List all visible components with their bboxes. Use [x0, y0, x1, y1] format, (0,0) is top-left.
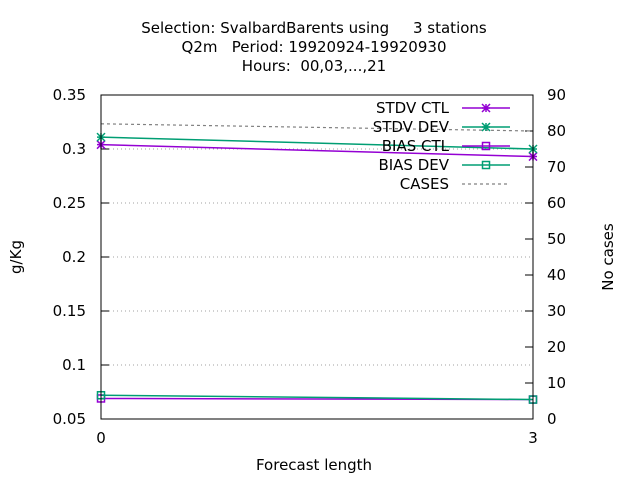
data-point	[481, 160, 491, 170]
legend-label: CASES	[400, 175, 449, 193]
legend-label: STDV CTL	[376, 99, 450, 117]
series-bias-dev	[96, 390, 538, 404]
y2-tick-label: 40	[547, 266, 566, 284]
title-line: Selection: SvalbardBarents using 3 stati…	[141, 19, 487, 37]
y-tick-label: 0.2	[62, 248, 86, 266]
series-line	[100, 136, 534, 150]
y2-axis-ticks: 0 10 20 30 40 50 60 70 80 90	[525, 86, 566, 428]
grid-lines	[101, 148, 533, 366]
data-point	[481, 122, 491, 132]
y-tick-label: 0.25	[53, 194, 86, 212]
y-tick-label: 0.05	[53, 410, 86, 428]
legend-label: BIAS DEV	[378, 156, 449, 174]
y2-tick-label: 20	[547, 338, 566, 356]
title-line: Hours: 00,03,...,21	[242, 57, 386, 75]
y-axis-label: g/Kg	[7, 240, 25, 274]
y2-tick-label: 60	[547, 194, 566, 212]
y-tick-label: 0.15	[53, 302, 86, 320]
y2-tick-label: 0	[547, 410, 557, 428]
series-lines	[96, 123, 538, 404]
chart-title: Selection: SvalbardBarents using 3 stati…	[141, 19, 487, 75]
series-line	[100, 123, 534, 132]
y2-axis-label: No cases	[599, 223, 617, 291]
series-line	[100, 394, 534, 401]
plot-frame	[100, 94, 534, 420]
legend-label: BIAS CTL	[382, 137, 450, 155]
y2-tick-label: 10	[547, 374, 566, 392]
y2-tick-label: 80	[547, 122, 566, 140]
data-point	[481, 103, 491, 113]
title-line: Q2m Period: 19920924-19920930	[182, 38, 447, 56]
y2-tick-label: 70	[547, 158, 566, 176]
data-point	[481, 141, 491, 151]
x-tick-label: 3	[528, 429, 538, 447]
y-tick-label: 0.35	[53, 86, 86, 104]
y-axis-ticks: 0.05 0.1 0.15 0.2 0.25 0.3 0.35	[53, 86, 109, 428]
series-cases	[100, 123, 534, 132]
legend-label: STDV DEV	[373, 118, 450, 136]
series-line	[100, 143, 534, 158]
y2-tick-label: 50	[547, 230, 566, 248]
x-tick-label: 0	[96, 429, 106, 447]
y2-tick-label: 90	[547, 86, 566, 104]
y-tick-label: 0.3	[62, 140, 86, 158]
y2-tick-label: 30	[547, 302, 566, 320]
x-axis-label: Forecast length	[256, 456, 372, 474]
y-tick-label: 0.1	[62, 356, 86, 374]
